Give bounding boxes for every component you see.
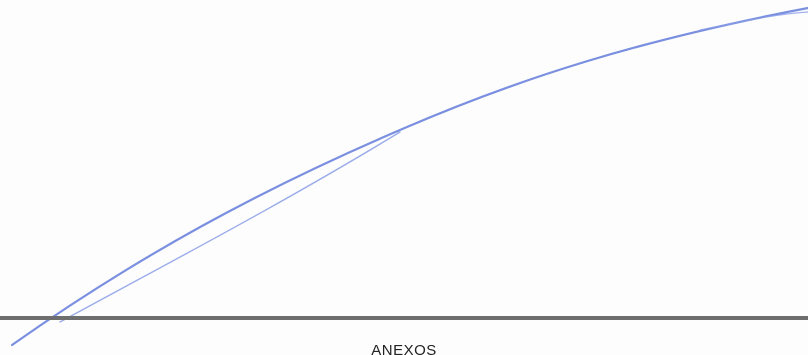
horizontal-rule [0, 316, 808, 320]
strike-stroke-secondary [59, 131, 401, 323]
section-heading: ANEXOS [371, 342, 437, 355]
strike-stroke-tail [699, 11, 808, 31]
strike-stroke-main [10, 6, 808, 347]
